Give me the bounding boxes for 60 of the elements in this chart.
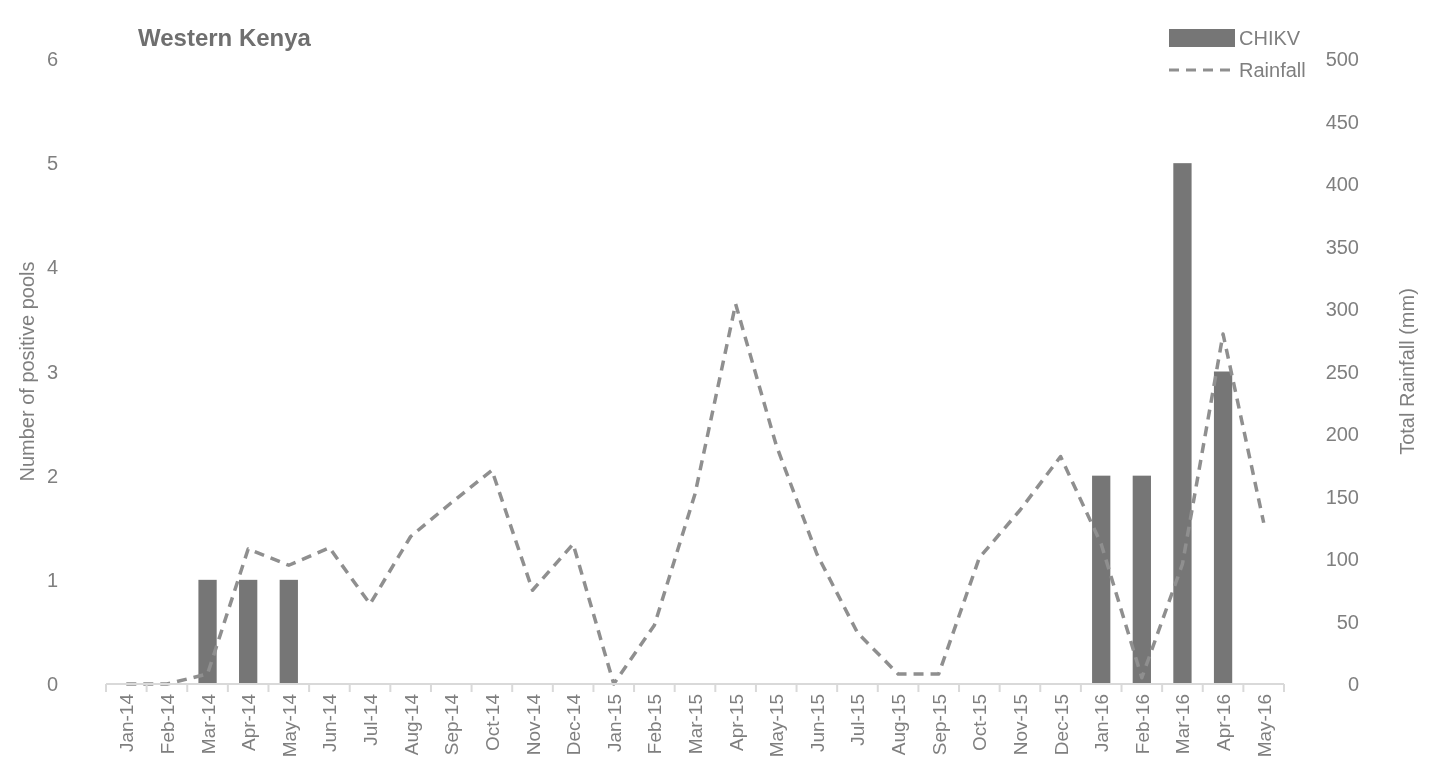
chart-title: Western Kenya — [138, 24, 312, 51]
x-tick-label: Jun-14 — [319, 693, 341, 753]
x-tick-label: Apr-16 — [1213, 694, 1235, 752]
y-tick-label: 3 — [46, 360, 58, 383]
y2-tick-label: 450 — [1325, 110, 1359, 133]
y2-tick-label: 50 — [1336, 610, 1359, 633]
y2-tick-label: 0 — [1347, 673, 1359, 695]
y-tick-label: 5 — [46, 152, 58, 175]
x-tick-label: Feb-15 — [644, 694, 666, 755]
x-tick-label: Nov-14 — [522, 693, 544, 756]
x-tick-label: Sep-15 — [928, 694, 950, 756]
x-tick-label: Feb-14 — [156, 693, 178, 755]
bar — [1213, 371, 1233, 684]
x-tick-label: Jun-15 — [806, 694, 828, 753]
y-tick-label: 4 — [46, 256, 58, 279]
y-tick-label: 2 — [46, 464, 58, 487]
x-tick-label: Jan-14 — [116, 693, 138, 753]
bar — [1132, 475, 1151, 684]
y2-axis-title: Total Rainfall (mm) — [1396, 288, 1418, 455]
y-tick-label: 6 — [46, 48, 58, 70]
y2-tick-label: 300 — [1325, 298, 1359, 320]
x-tick-label: Mar-16 — [1172, 694, 1194, 755]
y2-tick-label: 500 — [1325, 48, 1359, 70]
x-tick-label: May-14 — [278, 693, 300, 758]
x-tick-label: Aug-15 — [888, 694, 910, 756]
y-tick-label: 1 — [46, 568, 58, 591]
x-tick-label: Dec-14 — [563, 693, 585, 756]
y2-tick-label: 200 — [1325, 423, 1359, 445]
legend-label: CHIKV — [1239, 27, 1301, 49]
bar — [1092, 475, 1111, 684]
bar — [239, 579, 258, 684]
line-series — [124, 302, 1266, 686]
x-tick-label: May-16 — [1253, 694, 1275, 758]
x-tick-label: Apr-15 — [725, 694, 747, 752]
y2-tick-label: 400 — [1325, 173, 1359, 195]
y-axis-title: Number of positive pools — [16, 261, 38, 482]
x-tick-label: May-15 — [766, 694, 788, 758]
x-tick-label: Mar-14 — [197, 693, 219, 755]
x-tick-label: Feb-16 — [1131, 694, 1153, 755]
x-tick-label: Oct-14 — [481, 693, 503, 752]
x-tick-label: Jul-15 — [847, 694, 869, 746]
x-tick-label: Aug-14 — [400, 693, 422, 756]
x-tick-label: Dec-15 — [1050, 694, 1072, 756]
x-tick-label: Apr-14 — [238, 693, 260, 752]
legend-label: Rainfall — [1239, 59, 1306, 81]
x-tick-label: Nov-15 — [1009, 694, 1031, 756]
y-tick-label: 0 — [46, 673, 58, 695]
x-tick-label: Jan-15 — [603, 694, 625, 753]
y2-tick-label: 150 — [1325, 485, 1359, 508]
x-tick-label: Mar-15 — [685, 694, 706, 755]
x-tick-label: Sep-14 — [441, 693, 463, 756]
bar — [1173, 163, 1192, 684]
y2-tick-label: 250 — [1325, 360, 1359, 383]
y2-tick-label: 350 — [1325, 235, 1359, 258]
x-tick-label: Jul-14 — [360, 693, 382, 746]
x-tick-label: Jan-16 — [1091, 694, 1113, 753]
y2-tick-label: 100 — [1325, 548, 1359, 570]
bar — [279, 579, 298, 684]
bar — [198, 579, 217, 684]
x-tick-label: Oct-15 — [969, 694, 991, 752]
